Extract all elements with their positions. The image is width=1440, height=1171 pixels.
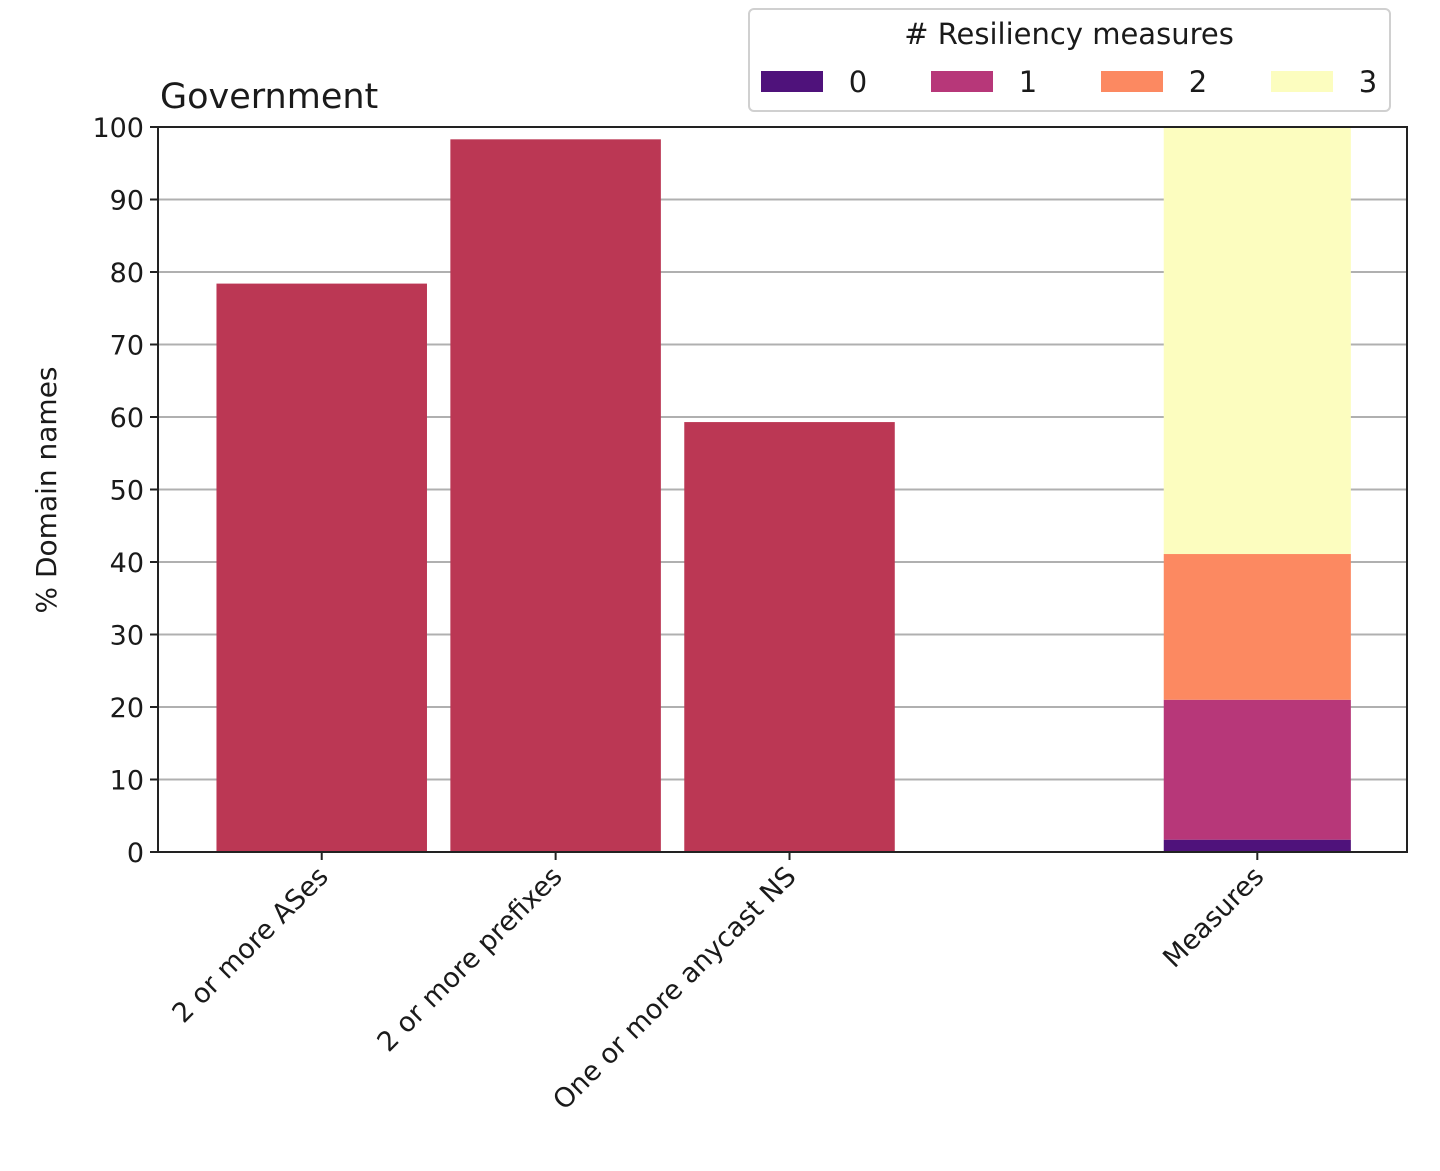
y-axis: 0 10 20 30 40 50 60 70 80 90 100 xyxy=(92,113,158,869)
chart-title: Government xyxy=(160,77,378,117)
y-tick-label: 100 xyxy=(92,113,144,144)
y-tick-label: 80 xyxy=(110,258,144,289)
y-tick-label: 60 xyxy=(110,403,144,434)
legend-swatch-3 xyxy=(1271,71,1333,92)
x-tick-label: 2 or more ASes xyxy=(167,861,335,1029)
legend-label: 2 xyxy=(1189,65,1207,99)
stacked-segment-2 xyxy=(1163,554,1351,700)
stacked-segment-0 xyxy=(1163,839,1351,852)
x-tick-label: One or more anycast NS xyxy=(547,861,802,1116)
legend-title: # Resiliency measures xyxy=(904,17,1234,51)
legend: # Resiliency measures 0 1 2 3 xyxy=(748,8,1391,112)
bar xyxy=(684,422,895,852)
legend-label: 0 xyxy=(849,65,867,99)
y-tick-label: 90 xyxy=(110,186,144,217)
legend-swatch-0 xyxy=(761,71,823,92)
legend-frame xyxy=(748,8,1391,112)
y-tick-label: 10 xyxy=(110,766,144,797)
legend-label: 3 xyxy=(1359,65,1377,99)
legend-label: 1 xyxy=(1019,65,1037,99)
y-tick-label: 0 xyxy=(127,838,144,869)
bar xyxy=(216,283,427,853)
stacked-segment-1 xyxy=(1163,699,1351,840)
y-tick-label: 50 xyxy=(110,476,144,507)
stacked-segment-3 xyxy=(1163,127,1351,555)
bar xyxy=(450,139,661,852)
y-axis-label: % Domain names xyxy=(30,366,63,613)
y-tick-label: 40 xyxy=(110,548,144,579)
y-tick-label: 30 xyxy=(110,621,144,652)
y-tick-label: 70 xyxy=(110,331,144,362)
y-tick-label: 20 xyxy=(110,693,144,724)
x-tick-label: 2 or more prefixes xyxy=(372,861,569,1058)
legend-swatch-1 xyxy=(931,71,993,92)
x-tick-label: Measures xyxy=(1157,861,1270,974)
bars xyxy=(216,127,1351,853)
legend-swatch-2 xyxy=(1101,71,1163,92)
